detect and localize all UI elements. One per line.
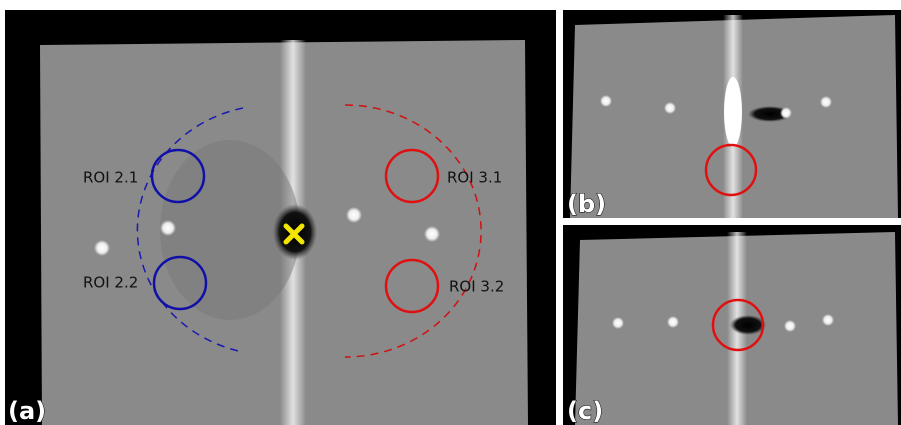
- marker: [424, 226, 440, 242]
- marker: [820, 96, 832, 108]
- panel-label: (b): [567, 190, 606, 218]
- marker: [664, 102, 676, 114]
- roi-label: ROI 3.2: [449, 278, 504, 296]
- panel-c: (c): [563, 225, 901, 425]
- panel-label: (a): [8, 397, 46, 425]
- marker: [160, 220, 176, 236]
- marker: [667, 316, 679, 328]
- marker: [600, 95, 612, 107]
- bright-artifact: [724, 77, 742, 147]
- dark-artifact: [730, 315, 766, 335]
- marker: [94, 240, 110, 256]
- panel-b: (b): [563, 10, 901, 218]
- marker: [346, 207, 362, 223]
- roi-label: ROI 2.2: [83, 274, 138, 292]
- roi-label: ROI 3.1: [447, 169, 502, 187]
- marker: [780, 107, 792, 119]
- marker: [822, 314, 834, 326]
- panel-label: (c): [567, 397, 603, 425]
- marker: [784, 320, 796, 332]
- figure: ROI 2.1 ROI 2.2 ROI 3.1 ROI 3.2 (a) (b) …: [0, 0, 901, 425]
- panel-a: ROI 2.1 ROI 2.2 ROI 3.1 ROI 3.2 (a): [5, 10, 556, 425]
- marker: [612, 317, 624, 329]
- roi-label: ROI 2.1: [83, 169, 138, 187]
